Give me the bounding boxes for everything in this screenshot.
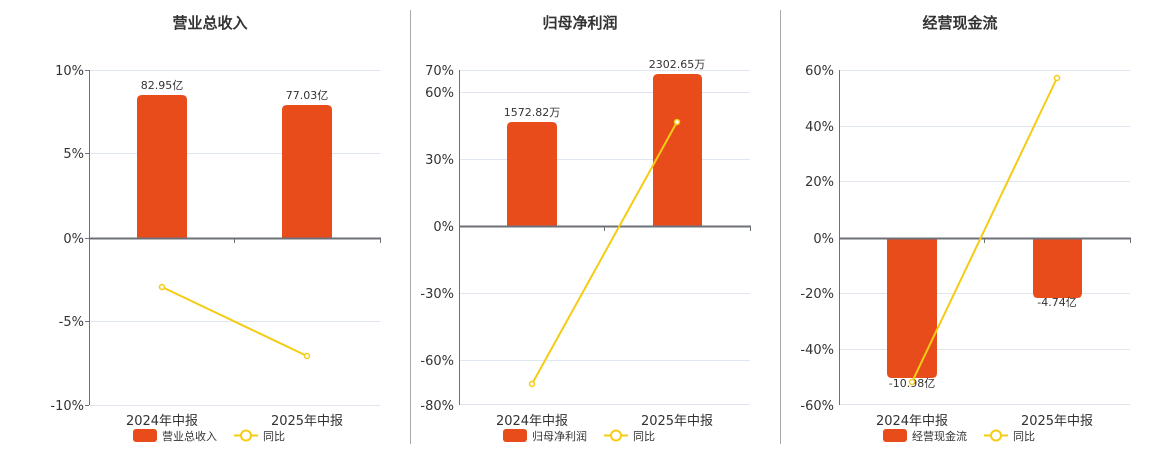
- svg-text:0%: 0%: [433, 220, 454, 235]
- chart-title: 归母净利润: [542, 14, 617, 32]
- legend[interactable]: 经营现金流 同比: [883, 429, 1035, 443]
- yoy-line: [911, 77, 1058, 383]
- legend-line-label: 同比: [1013, 430, 1035, 443]
- operating-cash-flow-chart: 经营现金流 60% 40% 20% 0% -20% -40% -60% -10.…: [800, 14, 1131, 443]
- svg-text:20%: 20%: [805, 175, 834, 190]
- legend[interactable]: 归母净利润 同比: [503, 429, 655, 443]
- legend-bar-swatch-icon: [883, 429, 907, 442]
- yoy-line: [161, 286, 308, 357]
- panel-divider: [780, 10, 781, 444]
- svg-text:-20%: -20%: [800, 287, 834, 302]
- svg-text:0%: 0%: [813, 232, 834, 247]
- yoy-point[interactable]: [158, 283, 166, 291]
- y-tick-labels: 70% 60% 30% 0% -30% -60% -80%: [420, 64, 454, 414]
- bar-value-label: 82.95亿: [141, 79, 184, 92]
- gridlines: [840, 70, 1130, 405]
- x-category: 2024年中报: [876, 414, 948, 429]
- legend-bar-label: 经营现金流: [912, 429, 967, 443]
- bar-2024[interactable]: [887, 238, 937, 378]
- x-category: 2024年中报: [496, 414, 568, 429]
- legend-line-label: 同比: [263, 430, 285, 443]
- legend-line-marker-icon: [610, 429, 622, 442]
- svg-text:70%: 70%: [425, 64, 454, 79]
- chart-panel-operating-cash-flow: 经营现金流 60% 40% 20% 0% -20% -40% -60% -10.…: [780, 0, 1160, 450]
- chart-title: 经营现金流: [922, 14, 997, 32]
- revenue-chart: 营业总收入 10% 5% 0% -5% -10% 82.95亿 77.03亿 2…: [50, 14, 381, 443]
- legend-bar-label: 归母净利润: [532, 429, 587, 443]
- svg-text:-30%: -30%: [420, 287, 454, 302]
- svg-text:-80%: -80%: [420, 399, 454, 414]
- svg-text:-5%: -5%: [59, 315, 84, 330]
- chart-title: 营业总收入: [172, 14, 247, 32]
- bar-value-label: -4.74亿: [1037, 296, 1076, 309]
- net-profit-chart: 归母净利润 70% 60% 30% 0% -30% -60% -80% 1572…: [420, 14, 751, 443]
- svg-text:30%: 30%: [425, 153, 454, 168]
- chart-panel-net-profit: 归母净利润 70% 60% 30% 0% -30% -60% -80% 1572…: [400, 0, 780, 450]
- yoy-point[interactable]: [303, 352, 311, 360]
- y-tick-labels: 60% 40% 20% 0% -20% -40% -60%: [800, 64, 834, 414]
- svg-text:0%: 0%: [63, 232, 84, 247]
- svg-text:60%: 60%: [805, 64, 834, 79]
- yoy-point[interactable]: [1053, 74, 1061, 82]
- svg-text:10%: 10%: [55, 64, 84, 79]
- y-tick-labels: 10% 5% 0% -5% -10%: [50, 64, 84, 414]
- legend-bar-label: 营业总收入: [162, 429, 217, 443]
- panel-divider: [410, 10, 411, 444]
- legend-line-marker-icon: [990, 429, 1002, 442]
- bar-2024[interactable]: [507, 122, 557, 226]
- svg-text:-60%: -60%: [420, 354, 454, 369]
- svg-text:40%: 40%: [805, 120, 834, 135]
- yoy-point[interactable]: [908, 378, 916, 386]
- svg-text:-60%: -60%: [800, 399, 834, 414]
- x-category: 2024年中报: [126, 414, 198, 429]
- yoy-point[interactable]: [673, 118, 681, 126]
- chart-panel-revenue: 营业总收入 10% 5% 0% -5% -10% 82.95亿 77.03亿 2…: [0, 0, 400, 450]
- gridlines: [460, 70, 750, 405]
- yoy-line: [531, 121, 678, 385]
- legend[interactable]: 营业总收入 同比: [133, 429, 285, 443]
- bar-2024[interactable]: [137, 95, 187, 238]
- svg-text:-40%: -40%: [800, 343, 834, 358]
- svg-text:-10%: -10%: [50, 399, 84, 414]
- bar-2025[interactable]: [282, 105, 332, 238]
- yoy-point[interactable]: [528, 380, 536, 388]
- bar-value-label: 2302.65万: [649, 58, 706, 71]
- legend-line-label: 同比: [633, 430, 655, 443]
- legend-bar-swatch-icon: [503, 429, 527, 442]
- x-category: 2025年中报: [1021, 414, 1093, 429]
- x-category: 2025年中报: [271, 414, 343, 429]
- bar-value-label: 1572.82万: [504, 106, 561, 119]
- svg-text:60%: 60%: [425, 86, 454, 101]
- legend-bar-swatch-icon: [133, 429, 157, 442]
- bar-2025[interactable]: [1033, 238, 1082, 298]
- svg-text:5%: 5%: [63, 147, 84, 162]
- legend-line-marker-icon: [240, 429, 252, 442]
- bar-2025[interactable]: [653, 74, 702, 226]
- bar-value-label: 77.03亿: [286, 89, 329, 102]
- x-category: 2025年中报: [641, 414, 713, 429]
